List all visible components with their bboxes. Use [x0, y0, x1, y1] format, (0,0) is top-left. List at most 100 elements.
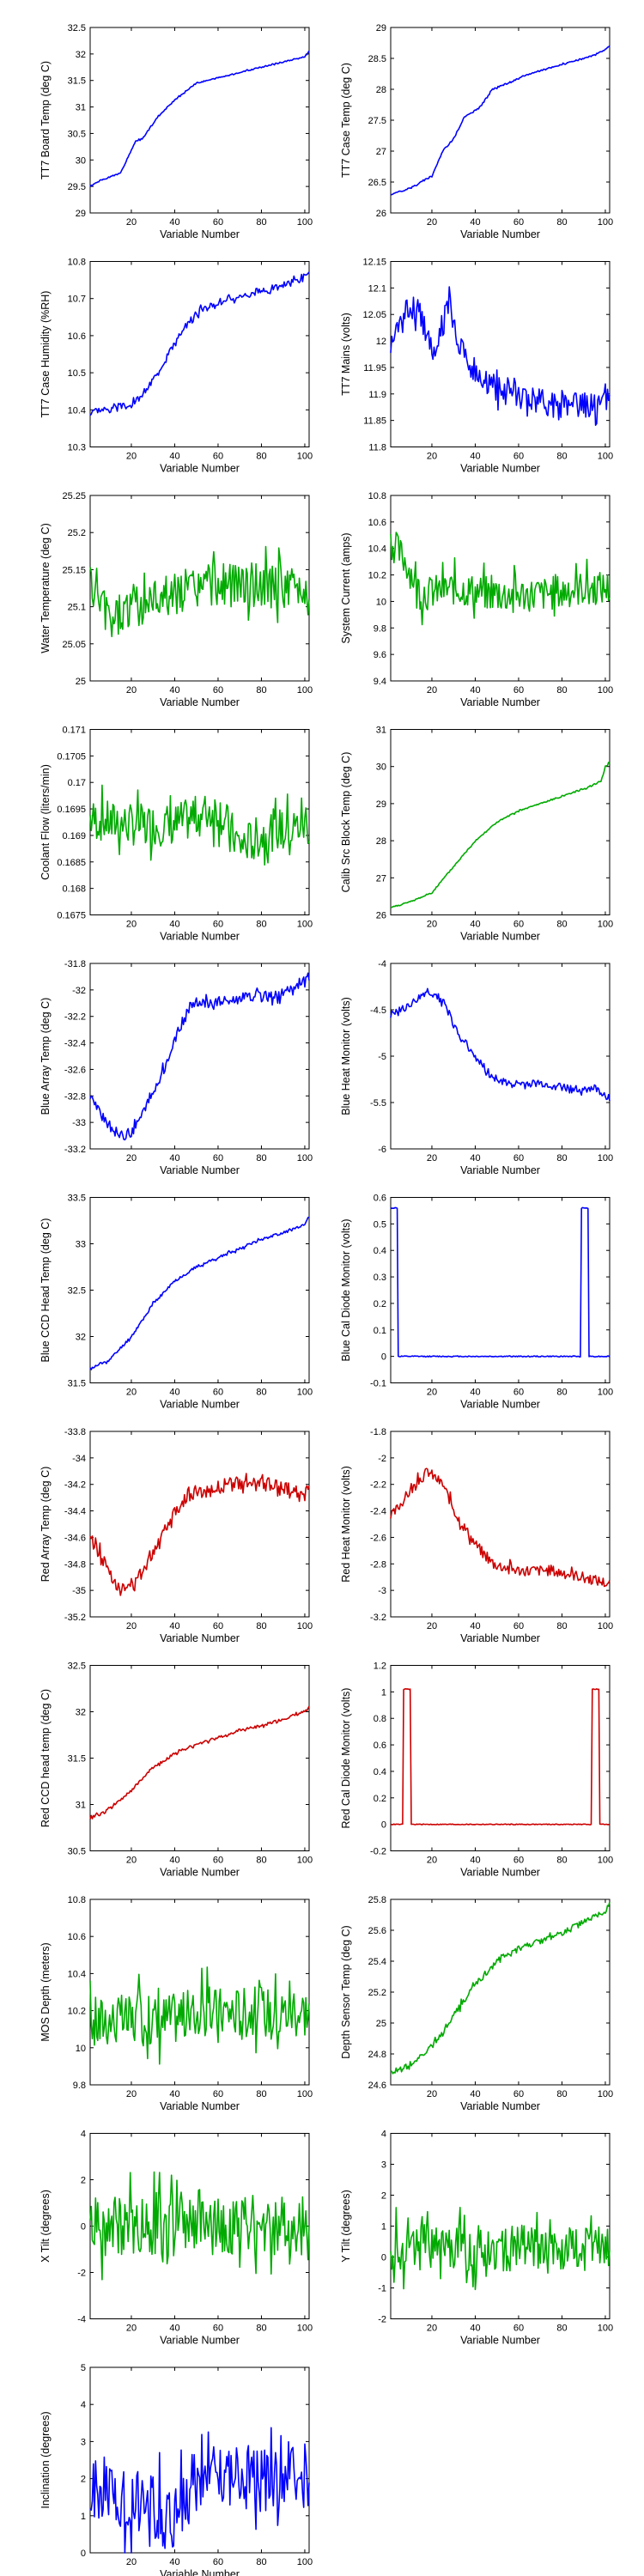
y-tick-label: -34.4 — [64, 1507, 86, 1517]
y-tick-label: 30.5 — [68, 129, 86, 139]
y-tick-label: 0.17 — [68, 778, 86, 788]
x-tick-label: 40 — [169, 1388, 179, 1398]
series-line — [390, 987, 611, 1102]
x-tick-label: 60 — [213, 452, 223, 462]
y-tick-label: 12.15 — [362, 258, 386, 268]
y-tick-label: 25.1 — [68, 603, 86, 613]
y-tick-label: 9.4 — [374, 677, 386, 687]
chart-panel-7: 20 40 60 80 100 0.1675 0.168 0.1685 0.169 0.1695 0… — [39, 726, 313, 943]
x-tick-label: 20 — [427, 1388, 437, 1398]
y-tick-label: 30.5 — [68, 1847, 86, 1857]
x-tick-label: 100 — [598, 685, 613, 696]
x-axis-label: Variable Number — [460, 1399, 540, 1411]
y-tick-label: -6 — [378, 1145, 386, 1155]
y-tick-label: 2 — [81, 2475, 86, 2485]
x-tick-label: 80 — [556, 1153, 567, 1163]
y-tick-label: 28.5 — [368, 54, 386, 64]
x-tick-label: 20 — [427, 920, 437, 930]
y-tick-label: -2 — [378, 2315, 386, 2325]
plot-area — [390, 1197, 611, 1383]
x-tick-label: 80 — [556, 1621, 567, 1631]
x-axis-label: Variable Number — [460, 228, 540, 240]
x-tick-label: 80 — [556, 217, 567, 228]
x-tick-label: 100 — [598, 217, 613, 228]
y-tick-label: 0.1685 — [57, 858, 86, 868]
series-line — [390, 762, 611, 908]
x-tick-label: 20 — [427, 2089, 437, 2099]
x-tick-label: 20 — [126, 1388, 137, 1398]
x-axis-label: Variable Number — [160, 1399, 240, 1411]
y-tick-label: -35 — [72, 1586, 86, 1596]
y-tick-label: 29 — [376, 799, 386, 810]
x-tick-label: 40 — [169, 1856, 179, 1866]
x-tick-label: 20 — [427, 452, 437, 462]
x-tick-label: 60 — [213, 685, 223, 696]
y-tick-label: 1.2 — [374, 1662, 386, 1672]
series-line — [89, 1705, 310, 1820]
y-tick-label: 11.85 — [363, 416, 386, 427]
y-tick-label: 1 — [381, 2222, 386, 2233]
y-tick-label: -34 — [72, 1454, 86, 1464]
x-tick-label: 80 — [256, 920, 266, 930]
y-tick-label: 27.5 — [368, 116, 386, 126]
x-tick-label: 60 — [513, 1856, 524, 1866]
plot-area — [390, 27, 611, 214]
y-tick-label: -4 — [77, 2315, 86, 2325]
x-tick-label: 100 — [598, 1153, 613, 1163]
y-tick-label: 1 — [81, 2512, 86, 2522]
x-tick-label: 80 — [256, 2089, 266, 2099]
series-line — [390, 532, 611, 626]
x-tick-label: 60 — [213, 2089, 223, 2099]
y-axis-label: Blue Array Temp (deg C) — [39, 998, 52, 1115]
x-tick-label: 60 — [513, 685, 524, 696]
chart-panel-19: 20 40 60 80 100 -4 -2 0 2 4 Variable Number X Tilt … — [39, 2129, 313, 2347]
y-tick-label: 10 — [76, 2044, 86, 2054]
chart-panel-14: 20 40 60 80 100 -3.2 -3 -2.8 -2.6 -2.4 -2.2 -2 -1.8 V… — [340, 1427, 613, 1644]
x-tick-label: 100 — [598, 2324, 613, 2334]
y-tick-label: 0.171 — [62, 726, 86, 736]
plot-area — [89, 1665, 310, 1851]
x-axis-label: Variable Number — [160, 1867, 240, 1879]
x-tick-label: 100 — [297, 2324, 313, 2334]
x-tick-label: 80 — [256, 685, 266, 696]
x-axis-label: Variable Number — [160, 228, 240, 240]
x-tick-label: 60 — [213, 2324, 223, 2334]
x-axis-label: Variable Number — [160, 931, 240, 943]
x-axis-label: Variable Number — [160, 2100, 240, 2112]
x-tick-label: 100 — [297, 1153, 313, 1163]
y-tick-label: 30 — [76, 155, 86, 166]
x-axis-label: Variable Number — [460, 1632, 540, 1644]
x-tick-label: 40 — [169, 217, 179, 228]
x-tick-label: 60 — [513, 1388, 524, 1398]
y-tick-label: 9.6 — [374, 650, 386, 660]
x-tick-label: 40 — [169, 2324, 179, 2334]
x-tick-label: 100 — [297, 1856, 313, 1866]
y-tick-label: 31.5 — [68, 1379, 86, 1389]
x-tick-label: 100 — [598, 1388, 613, 1398]
x-tick-label: 40 — [470, 1153, 480, 1163]
y-tick-label: 10.6 — [368, 518, 386, 528]
y-tick-label: -32.2 — [64, 1012, 86, 1023]
y-tick-label: 32 — [76, 1708, 86, 1718]
y-tick-label: -32.6 — [64, 1065, 86, 1075]
x-tick-label: 100 — [297, 920, 313, 930]
y-axis-label: Red Cal Diode Monitor (volts) — [340, 1688, 352, 1829]
y-tick-label: 0 — [381, 1820, 386, 1831]
x-tick-label: 40 — [169, 1621, 179, 1631]
y-tick-label: 10.8 — [68, 1895, 86, 1905]
x-tick-label: 60 — [213, 2557, 223, 2567]
x-axis-label: Variable Number — [460, 2335, 540, 2347]
y-tick-label: 3 — [81, 2437, 86, 2447]
y-tick-label: -5.5 — [370, 1098, 386, 1109]
x-axis-label: Variable Number — [460, 931, 540, 943]
x-tick-label: 80 — [556, 1388, 567, 1398]
y-tick-label: 2 — [81, 2176, 86, 2186]
y-tick-label: -2 — [77, 2269, 86, 2279]
y-tick-label: -2.4 — [370, 1507, 386, 1517]
x-tick-label: 60 — [513, 2089, 524, 2099]
y-tick-label: 11.8 — [368, 443, 386, 453]
y-tick-label: 0.3 — [374, 1273, 386, 1283]
y-tick-label: 0 — [81, 2549, 86, 2559]
x-tick-label: 100 — [297, 452, 313, 462]
y-tick-label: -5 — [378, 1052, 386, 1062]
